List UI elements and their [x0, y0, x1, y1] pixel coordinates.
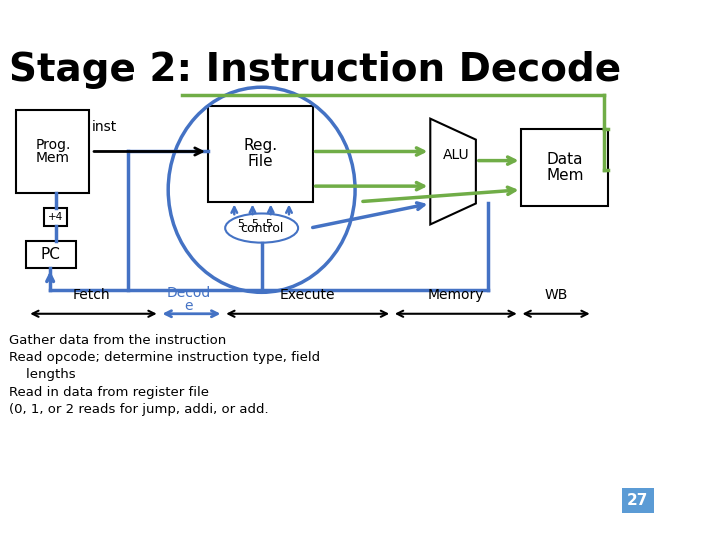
Text: inst: inst: [92, 120, 117, 134]
Text: 27: 27: [626, 493, 648, 508]
Text: e: e: [184, 299, 193, 313]
Text: Read opcode; determine instruction type, field: Read opcode; determine instruction type,…: [9, 351, 320, 364]
FancyBboxPatch shape: [208, 106, 312, 201]
FancyBboxPatch shape: [44, 208, 68, 226]
FancyBboxPatch shape: [17, 111, 89, 193]
Ellipse shape: [225, 213, 298, 242]
Text: Execute: Execute: [279, 288, 335, 302]
Text: 5  5  5: 5 5 5: [238, 219, 273, 229]
Text: Decod: Decod: [166, 286, 211, 300]
Text: (0, 1, or 2 reads for jump, addi, or add.: (0, 1, or 2 reads for jump, addi, or add…: [9, 403, 269, 416]
Text: Fetch: Fetch: [72, 288, 110, 302]
Polygon shape: [431, 119, 476, 225]
Text: Read in data from register file: Read in data from register file: [9, 386, 209, 399]
Text: PC: PC: [40, 247, 60, 262]
Text: control: control: [240, 221, 284, 234]
Text: WB: WB: [544, 288, 568, 302]
Text: Memory: Memory: [428, 288, 484, 302]
FancyBboxPatch shape: [622, 488, 654, 514]
Text: Stage 2: Instruction Decode: Stage 2: Instruction Decode: [9, 51, 621, 89]
Text: Reg.: Reg.: [243, 138, 277, 153]
Text: ALU: ALU: [443, 148, 469, 162]
Text: Prog.: Prog.: [35, 138, 71, 152]
Text: lengths: lengths: [9, 368, 76, 381]
FancyBboxPatch shape: [25, 241, 76, 268]
FancyBboxPatch shape: [521, 129, 608, 206]
Text: Data: Data: [546, 152, 583, 167]
Text: Gather data from the instruction: Gather data from the instruction: [9, 334, 226, 347]
Text: Mem: Mem: [546, 168, 583, 183]
Text: File: File: [248, 154, 273, 170]
Text: Mem: Mem: [36, 151, 70, 165]
Text: +4: +4: [48, 212, 63, 222]
